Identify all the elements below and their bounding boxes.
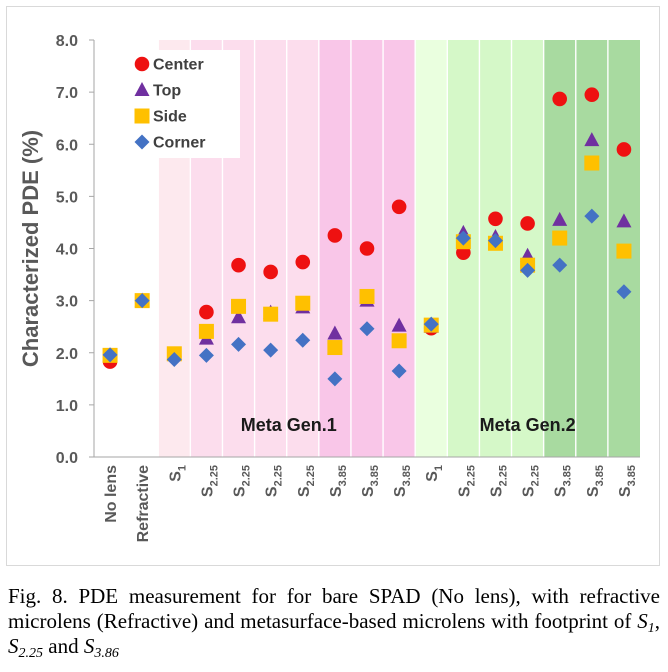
y-tick-label: 1.0 — [56, 398, 78, 415]
caption-s1: S1 — [637, 609, 655, 636]
legend-label: Center — [153, 57, 204, 74]
x-tick-label: S2.25 — [264, 465, 285, 497]
top-point — [327, 325, 343, 340]
corner-point — [359, 321, 375, 337]
x-tick-label: S2.25 — [488, 465, 509, 497]
legend-marker-side — [134, 108, 150, 124]
side-point — [263, 306, 279, 322]
x-tick-label: S1 — [424, 465, 445, 482]
x-tick-label: S2.25 — [232, 465, 253, 497]
legend-box — [100, 50, 240, 158]
center-point — [295, 254, 311, 270]
center-point — [263, 264, 278, 280]
legend-marker-center — [134, 56, 150, 72]
caption-s2: S2.25 — [8, 634, 43, 661]
y-tick-label: 4.0 — [56, 242, 78, 259]
corner-point — [552, 257, 568, 273]
center-point — [520, 216, 535, 231]
top-point — [584, 132, 600, 147]
center-point — [488, 211, 503, 227]
x-tick-label: S2.25 — [456, 465, 477, 497]
corner-point — [584, 208, 600, 224]
x-tick-label: S2.25 — [199, 465, 220, 497]
x-tick-label: S3.85 — [360, 465, 381, 497]
center-point — [199, 304, 214, 320]
corner-point — [455, 230, 471, 246]
center-point — [231, 257, 246, 273]
x-tick-label: S2.25 — [521, 465, 542, 497]
corner-point — [391, 363, 407, 379]
y-tick-label: 0.0 — [56, 450, 78, 467]
side-point — [552, 230, 568, 246]
top-point — [391, 317, 407, 332]
background-band-3 — [415, 40, 448, 457]
y-tick-label: 8.0 — [56, 33, 78, 50]
corner-point — [487, 233, 503, 249]
x-tick-label: S3.85 — [585, 465, 606, 497]
corner-point — [263, 342, 279, 358]
series-corner — [102, 208, 632, 387]
legend-label: Top — [153, 83, 181, 100]
top-point — [616, 213, 632, 228]
group-annotation: Meta Gen.1 — [241, 415, 337, 435]
x-tick-label: Refractive — [135, 465, 152, 542]
x-tick-label: S1 — [167, 465, 188, 482]
side-point — [584, 155, 600, 171]
y-tick-label: 5.0 — [56, 189, 78, 206]
corner-point — [616, 284, 632, 300]
y-axis-title: Characterized PDE (%) — [18, 130, 43, 367]
corner-point — [295, 332, 311, 348]
side-point — [231, 298, 247, 314]
legend-label: Side — [153, 109, 187, 126]
x-tick-label: S3.85 — [392, 465, 413, 497]
side-point — [295, 295, 311, 311]
center-point — [616, 142, 632, 157]
x-tick-label: No lens — [103, 465, 120, 523]
caption-s3: S3.86 — [83, 634, 119, 661]
corner-point — [198, 347, 214, 363]
x-tick-label: S2.25 — [296, 465, 317, 497]
top-point — [231, 309, 247, 324]
y-tick-label: 3.0 — [56, 294, 78, 311]
corner-point — [231, 336, 247, 352]
corner-point — [520, 262, 536, 278]
legend-marker-top — [134, 82, 150, 96]
x-tick-label: S3.85 — [328, 465, 349, 497]
side-point — [327, 340, 343, 356]
x-tick-label: S3.85 — [617, 465, 638, 497]
side-point — [391, 333, 407, 349]
y-tick-label: 2.0 — [56, 346, 78, 363]
legend-label: Corner — [153, 135, 205, 152]
side-point — [616, 243, 632, 259]
side-point — [198, 323, 214, 339]
corner-point — [423, 316, 439, 332]
corner-point — [102, 347, 118, 363]
center-point — [391, 199, 407, 215]
group-annotation: Meta Gen.2 — [480, 415, 576, 435]
top-point — [552, 211, 568, 226]
y-tick-label: 6.0 — [56, 137, 78, 154]
side-point — [359, 288, 375, 304]
corner-point — [327, 371, 343, 387]
legend-marker-corner — [134, 134, 150, 150]
y-tick-label: 7.0 — [56, 85, 78, 102]
center-point — [552, 91, 568, 107]
figure-caption: Fig. 8. PDE measurement for for bare SPA… — [8, 584, 660, 661]
corner-point — [134, 293, 150, 309]
center-point — [327, 228, 343, 243]
center-point — [359, 241, 375, 256]
caption-text: Fig. 8. PDE measurement for for bare SPA… — [8, 584, 660, 633]
center-point — [584, 87, 600, 103]
corner-point — [166, 352, 182, 368]
pde-scatter-chart: 0.0 1.0 2.0 3.0 4.0 5.0 6.0 7.0 8.0 Characterized… — [18, 33, 640, 542]
x-tick-label: S3.85 — [553, 465, 574, 497]
